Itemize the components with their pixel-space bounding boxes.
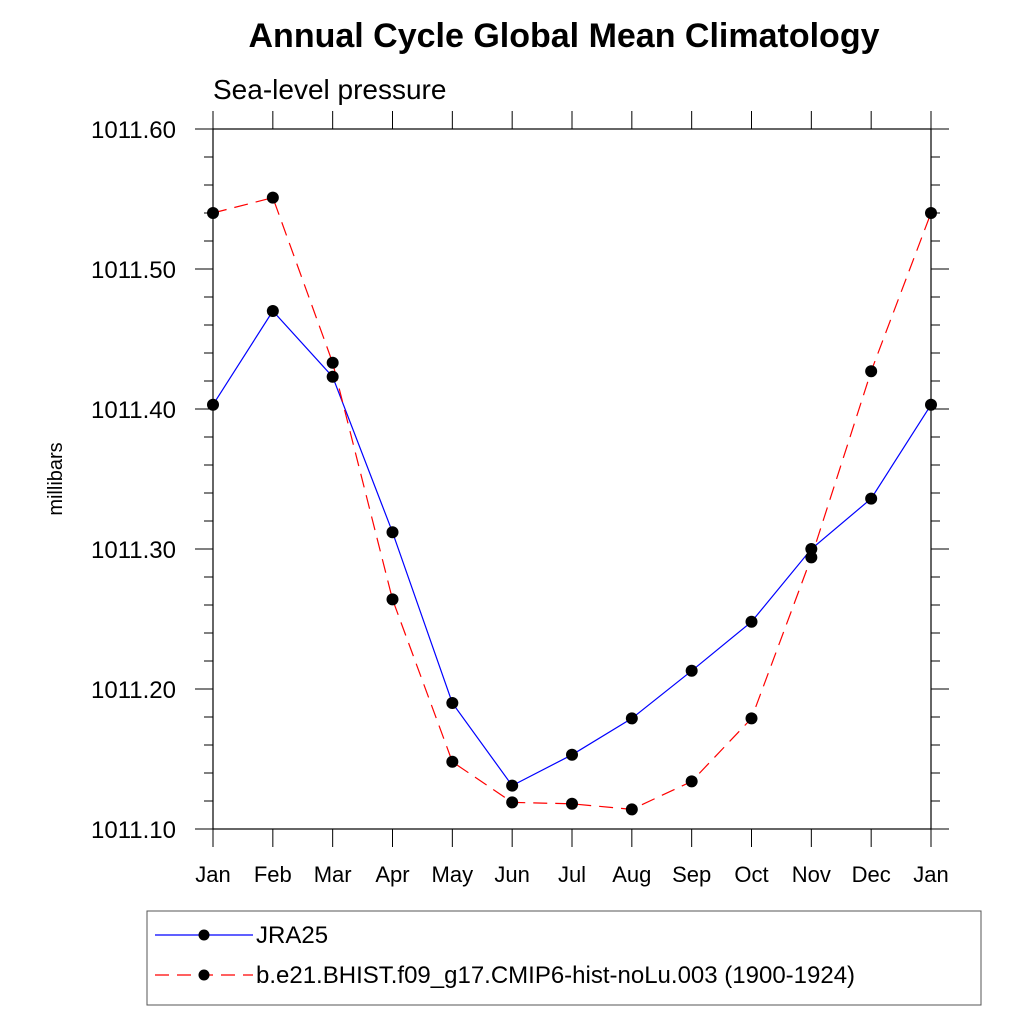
series-line-0: [212, 310, 932, 787]
data-point-series-1: [566, 797, 578, 810]
x-tick-label: Oct: [734, 862, 768, 887]
y-tick-label: 1011.30: [91, 537, 176, 564]
legend-box: [146, 910, 982, 1006]
x-tick-label: Jan: [913, 862, 948, 887]
data-point-series-1: [266, 191, 279, 204]
x-tick-label: Nov: [792, 862, 831, 887]
legend: JRA25 b.e21.BHIST.f09_g17.CMIP6-hist-noL…: [146, 910, 982, 1006]
x-tick-label: Jan: [195, 862, 230, 887]
x-tick-label: Sep: [672, 862, 711, 887]
data-point-series-1: [506, 796, 519, 809]
x-tick-label: Dec: [852, 862, 891, 887]
series-line-1: [212, 196, 932, 811]
data-point-series-1: [745, 712, 758, 725]
legend-marker-model: [198, 969, 210, 981]
x-tick-label: May: [432, 862, 474, 887]
chart-title: Annual Cycle Global Mean Climatology: [249, 17, 880, 55]
x-tick-labels: Jan Feb Mar Apr May Jun Jul Aug Sep Oct Nov Dec Jan: [195, 862, 948, 887]
x-tick-label: Feb: [254, 862, 292, 887]
data-point-series-0: [506, 779, 519, 792]
x-tick-label: Aug: [612, 862, 651, 887]
x-tick-label: Apr: [375, 862, 409, 887]
data-point-series-1: [386, 593, 399, 606]
y-tick-label: 1011.50: [91, 257, 176, 284]
y-tick-label: 1011.10: [91, 817, 176, 844]
plot-frame: [212, 128, 932, 830]
legend-label-jra25: JRA25: [256, 922, 328, 949]
data-point-series-0: [386, 526, 399, 539]
data-point-series-1: [446, 755, 459, 768]
y-tick-label: 1011.40: [91, 397, 176, 424]
data-point-series-0: [685, 664, 698, 677]
y-axis-label: millibars: [45, 442, 67, 515]
data-point-series-1: [805, 551, 818, 564]
data-point-series-1: [326, 356, 339, 369]
y-tick-label: 1011.60: [91, 117, 176, 144]
x-tick-label: Jul: [558, 862, 586, 887]
data-point-series-0: [326, 370, 339, 383]
y-tick-label: 1011.20: [91, 677, 176, 704]
data-point-series-0: [566, 748, 578, 761]
data-point-series-0: [865, 492, 878, 505]
data-point-series-0: [266, 305, 279, 317]
x-tick-label: Mar: [314, 862, 352, 887]
legend-label-model: b.e21.BHIST.f09_g17.CMIP6-hist-noLu.003 …: [256, 962, 855, 989]
data-point-series-0: [446, 697, 459, 709]
data-point-series-0: [745, 615, 758, 628]
axis-ticks: [195, 111, 949, 847]
data-point-series-1: [625, 803, 638, 816]
series-group: [207, 191, 937, 816]
chart-subtitle: Sea-level pressure: [213, 74, 446, 105]
data-point-series-0: [805, 543, 818, 555]
data-point-series-0: [625, 712, 638, 725]
legend-marker-jra25: [198, 929, 210, 941]
data-point-series-1: [865, 365, 878, 378]
y-tick-labels: 1011.10 1011.20 1011.30 1011.40 1011.50 1011.…: [91, 117, 176, 844]
data-point-series-1: [685, 775, 698, 788]
x-tick-label: Jun: [494, 862, 529, 887]
